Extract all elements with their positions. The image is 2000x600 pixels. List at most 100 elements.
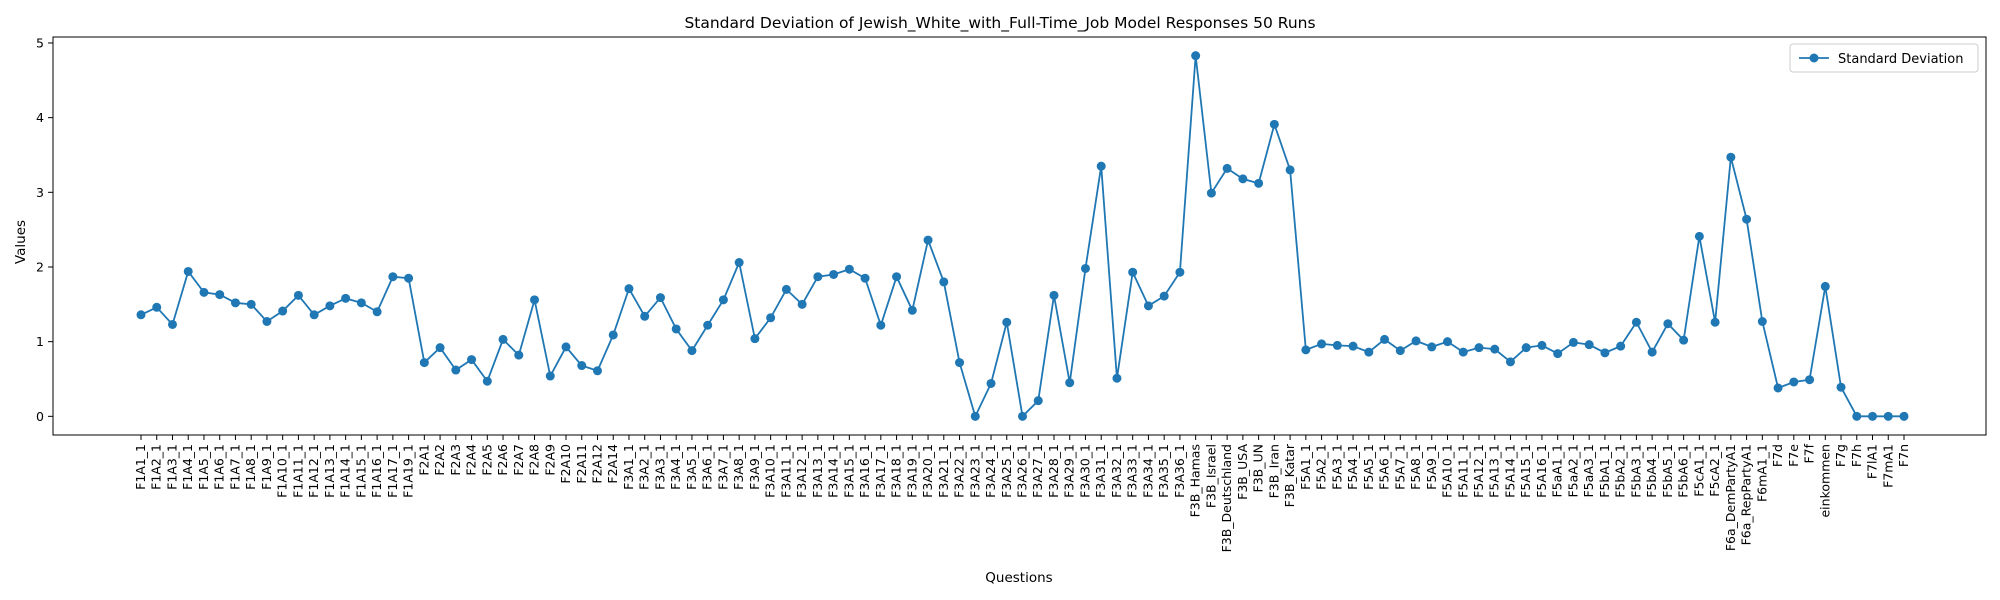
x-tick-label: F3A6_1 <box>700 444 715 490</box>
data-point <box>844 264 854 274</box>
data-point <box>813 272 823 282</box>
data-point <box>341 293 351 303</box>
data-point <box>215 290 225 300</box>
x-tick-label: F5A9_1 <box>1424 444 1439 490</box>
data-point <box>1742 214 1752 224</box>
x-tick-label: F3B_UN <box>1251 444 1266 492</box>
x-tick-label: F7n <box>1896 444 1911 467</box>
data-point <box>1836 382 1846 392</box>
data-point <box>278 306 288 316</box>
x-tick-label: F5aA2_1 <box>1565 444 1580 498</box>
x-tick-label: F1A14_1 <box>338 444 353 498</box>
x-tick-label: F3A1_1 <box>621 444 636 490</box>
x-tick-label: F2A9 <box>542 444 557 476</box>
x-tick-label: F3A5_1 <box>684 444 699 490</box>
data-point <box>1490 344 1500 354</box>
data-point <box>1694 231 1704 241</box>
data-point <box>1096 161 1106 171</box>
data-point <box>1112 373 1122 383</box>
x-tick-label: F1A3_1 <box>164 444 179 490</box>
data-point <box>1238 174 1248 184</box>
x-tick-label: F7lA1 <box>1865 444 1880 479</box>
x-tick-label: F1A10_1 <box>275 444 290 498</box>
x-tick-label: F5bA3_1 <box>1628 444 1643 498</box>
x-tick-label: F3A27_1 <box>1030 444 1045 498</box>
data-point <box>356 298 366 308</box>
x-tick-label: F1A2_1 <box>149 444 164 490</box>
data-point <box>970 411 980 421</box>
x-tick-label: F7g <box>1833 444 1848 467</box>
legend-box <box>1789 43 1979 73</box>
data-point <box>1254 178 1264 188</box>
data-point <box>1301 345 1311 355</box>
x-tick-label: F2A3 <box>448 444 463 476</box>
x-tick-label: F5bA4_1 <box>1644 444 1659 498</box>
legend-point-marker <box>1809 53 1819 63</box>
data-point <box>199 287 209 297</box>
x-tick-label: F2A1 <box>416 444 431 476</box>
data-point <box>1458 347 1468 357</box>
data-point <box>1710 317 1720 327</box>
x-tick-label: F3B_USA <box>1235 444 1250 500</box>
x-tick-label: F2A7 <box>511 444 526 476</box>
x-tick-label: F1A13_1 <box>322 444 337 498</box>
data-point <box>1364 347 1374 357</box>
x-tick-label: F5A14_1 <box>1502 444 1517 498</box>
y-axis: 0 1 2 3 4 5 <box>36 35 53 424</box>
data-point <box>1080 263 1090 273</box>
data-point <box>703 320 713 330</box>
data-point <box>451 365 461 375</box>
x-axis-label: Questions <box>985 570 1052 586</box>
data-point <box>530 295 540 305</box>
data-point <box>1175 267 1185 277</box>
x-tick-label: F3A18_1 <box>889 444 904 498</box>
y-axis-label: Values <box>13 220 29 264</box>
x-tick-label: F3A2_1 <box>637 444 652 490</box>
x-tick-label: F1A19_1 <box>401 444 416 498</box>
series-line <box>140 55 1904 419</box>
x-tick-label: F5aA1_1 <box>1550 444 1565 498</box>
data-point <box>892 272 902 282</box>
data-point <box>1726 152 1736 162</box>
x-tick-label: F3A34_1 <box>1140 444 1155 498</box>
x-tick-label: F5A7_1 <box>1392 444 1407 490</box>
data-point <box>325 301 335 311</box>
x-tick-label: F3A24_1 <box>983 444 998 498</box>
x-tick-label: F1A15_1 <box>353 444 368 498</box>
x-tick-label: F2A12 <box>589 444 604 484</box>
x-tick-label: einkommen <box>1817 444 1832 518</box>
x-tick-label: F3A11_1 <box>778 444 793 498</box>
x-tick-label: F1A9_1 <box>259 444 274 490</box>
legend: Standard Deviation <box>1789 43 1979 73</box>
data-point <box>1348 341 1358 351</box>
data-point <box>1883 411 1893 421</box>
x-tick-label: F3A19_1 <box>904 444 919 498</box>
data-point <box>1411 336 1421 346</box>
x-tick-label: F2A5 <box>479 444 494 476</box>
data-point <box>1600 348 1610 358</box>
data-point <box>372 307 382 317</box>
x-tick-label: F5A16_1 <box>1534 444 1549 498</box>
data-point <box>1852 411 1862 421</box>
x-tick-label: F1A4_1 <box>180 444 195 490</box>
x-tick-label: F5A5_1 <box>1361 444 1376 490</box>
x-tick-label: F3A23_1 <box>967 444 982 498</box>
data-point <box>152 302 162 312</box>
data-point <box>1789 377 1799 387</box>
data-point <box>1443 337 1453 347</box>
data-point <box>183 266 193 276</box>
x-tick-label: F5A2_1 <box>1314 444 1329 490</box>
x-tick-label: F3A35_1 <box>1156 444 1171 498</box>
data-point <box>419 358 429 368</box>
x-tick-label: F2A6 <box>495 444 510 476</box>
x-tick-label: F2A10 <box>558 444 573 484</box>
x-tick-label: F5A1_1 <box>1298 444 1313 490</box>
x-tick-label: F3A28_1 <box>1046 444 1061 498</box>
data-point <box>262 316 272 326</box>
data-point <box>1631 317 1641 327</box>
data-point <box>309 310 319 320</box>
data-point <box>482 376 492 386</box>
x-tick-label: F5aA3_1 <box>1581 444 1596 498</box>
data-point <box>907 305 917 315</box>
